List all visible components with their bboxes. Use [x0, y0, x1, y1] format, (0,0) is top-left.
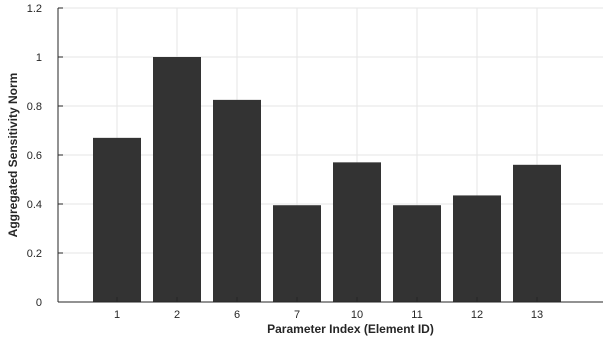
axes: [57, 7, 603, 303]
y-tick-label: 1: [36, 52, 42, 64]
bar: [273, 205, 321, 302]
x-tick-label: 1: [114, 309, 120, 321]
bar: [453, 195, 501, 302]
y-axis-title: Aggregated Sensitivity Norm: [6, 73, 20, 238]
y-tick-label: 1.2: [27, 3, 42, 15]
bar: [93, 137, 141, 302]
y-tick-label: 0.4: [27, 199, 42, 211]
bar: [513, 164, 561, 302]
bars: [93, 57, 561, 302]
bar: [393, 205, 441, 302]
x-tick-label: 2: [174, 309, 180, 321]
bar: [333, 162, 381, 302]
y-tick-label: 0: [36, 297, 42, 309]
x-tick-label: 6: [234, 309, 240, 321]
bar: [153, 57, 201, 302]
x-tick-label: 10: [351, 309, 363, 321]
y-tick-label: 0.2: [27, 248, 42, 260]
bar: [213, 99, 261, 302]
x-tick-label: 7: [294, 309, 300, 321]
x-axis-title: Parameter Index (Element ID): [267, 322, 434, 336]
x-tick-label: 11: [411, 309, 422, 321]
x-tick-label: 13: [531, 309, 543, 321]
x-tick-label: 12: [471, 309, 483, 321]
y-tick-label: 0.6: [27, 150, 42, 162]
tick-labels: 00.20.40.60.811.21 2 6 7 10 11 12 13: [27, 3, 543, 321]
y-tick-label: 0.8: [27, 101, 42, 113]
